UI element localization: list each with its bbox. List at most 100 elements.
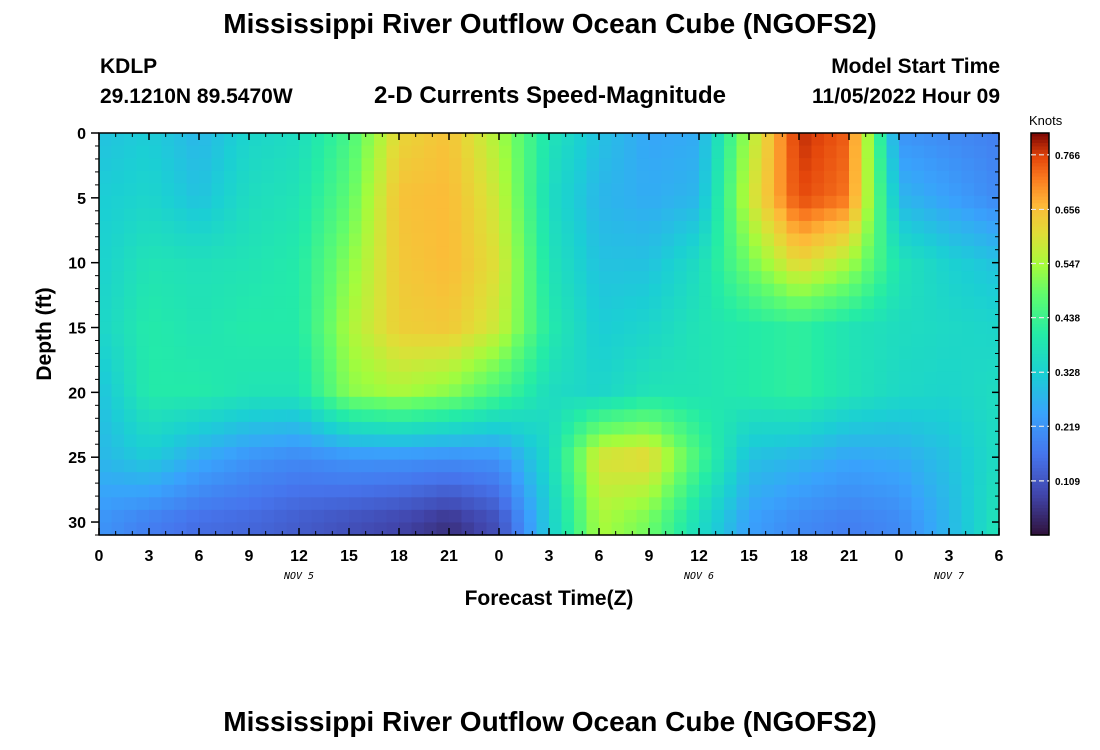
- heatmap-cell: [336, 133, 350, 147]
- heatmap-cell: [249, 271, 263, 285]
- heatmap-cell: [361, 459, 375, 473]
- heatmap-cell: [649, 308, 663, 323]
- heatmap-cell: [986, 208, 1000, 222]
- heatmap-cell: [436, 421, 450, 436]
- heatmap-cell: [624, 472, 638, 486]
- heatmap-cell: [874, 170, 888, 184]
- heatmap-cell: [799, 133, 813, 147]
- heatmap-cell: [511, 484, 525, 498]
- heatmap-cell: [399, 246, 413, 260]
- heatmap-cell: [374, 170, 388, 184]
- heatmap-cell: [874, 321, 888, 335]
- heatmap-cell: [486, 220, 500, 235]
- heatmap-cell: [236, 208, 250, 222]
- heatmap-cell: [236, 484, 250, 498]
- heatmap-cell: [599, 396, 613, 410]
- heatmap-cell: [549, 447, 563, 461]
- heatmap-cell: [124, 308, 138, 323]
- heatmap-cell: [786, 158, 800, 172]
- heatmap-cell: [474, 346, 488, 360]
- colorbar-segment: [1031, 454, 1049, 459]
- chart-subtitle: 2-D Currents Speed-Magnitude: [373, 82, 727, 109]
- heatmap-cell: [436, 384, 450, 398]
- heatmap-cell: [236, 497, 250, 511]
- heatmap-cell: [574, 359, 588, 373]
- heatmap-cell: [349, 472, 363, 486]
- heatmap-cell: [236, 359, 250, 373]
- heatmap-cell: [649, 346, 663, 360]
- heatmap-cell: [211, 459, 225, 473]
- heatmap-cell: [849, 371, 863, 385]
- heatmap-cell: [974, 296, 988, 310]
- heatmap-cell: [411, 421, 425, 436]
- heatmap-cell: [636, 271, 650, 285]
- heatmap-cell: [186, 195, 200, 209]
- colorbar-segment: [1031, 404, 1049, 409]
- heatmap-cell: [186, 321, 200, 335]
- heatmap-cell: [261, 233, 275, 247]
- colorbar-segment: [1031, 169, 1049, 174]
- heatmap-cell: [961, 133, 975, 147]
- colorbar-segment: [1031, 230, 1049, 235]
- heatmap-cell: [211, 409, 225, 423]
- heatmap-cell: [724, 296, 738, 310]
- heatmap-cell: [499, 346, 513, 360]
- heatmap-cell: [136, 359, 150, 373]
- heatmap-cell: [561, 296, 575, 310]
- heatmap-cell: [636, 334, 650, 348]
- heatmap-cell: [349, 133, 363, 147]
- heatmap-cell: [561, 509, 575, 524]
- heatmap-cell: [461, 409, 475, 423]
- heatmap-cell: [811, 359, 825, 373]
- heatmap-cell: [811, 447, 825, 461]
- colorbar-segment: [1031, 380, 1049, 385]
- heatmap-cell: [824, 195, 838, 209]
- heatmap-cell: [299, 421, 313, 436]
- heatmap-cell: [411, 359, 425, 373]
- heatmap-cell: [149, 321, 163, 335]
- heatmap-cell: [286, 246, 300, 260]
- heatmap-cell: [361, 158, 375, 172]
- heatmap-cell: [474, 158, 488, 172]
- heatmap-cell: [824, 447, 838, 461]
- x-axis-label: Forecast Time(Z): [465, 587, 634, 610]
- heatmap-cell: [674, 246, 688, 260]
- colorbar-segment: [1031, 136, 1049, 141]
- heatmap-cell: [249, 447, 263, 461]
- heatmap-cell: [274, 258, 288, 272]
- heatmap-cell: [311, 195, 325, 209]
- heatmap-cell: [874, 409, 888, 423]
- heatmap-cell: [799, 359, 813, 373]
- heatmap-cell: [111, 296, 125, 310]
- heatmap-cell: [686, 296, 700, 310]
- heatmap-cell: [211, 220, 225, 235]
- heatmap-cell: [861, 321, 875, 335]
- heatmap-cell: [236, 308, 250, 323]
- heatmap-cell: [186, 158, 200, 172]
- heatmap-cell: [499, 233, 513, 247]
- heatmap-cell: [686, 158, 700, 172]
- heatmap-cell: [711, 183, 725, 197]
- heatmap-cell: [424, 220, 438, 235]
- heatmap-cell: [199, 133, 213, 147]
- heatmap-cell: [449, 170, 463, 184]
- heatmap-cell: [111, 208, 125, 222]
- heatmap-cell: [961, 421, 975, 436]
- heatmap-cell: [924, 334, 938, 348]
- heatmap-cell: [111, 459, 125, 473]
- heatmap-cell: [636, 484, 650, 498]
- heatmap-cell: [636, 208, 650, 222]
- heatmap-cell: [524, 170, 538, 184]
- heatmap-cell: [911, 208, 925, 222]
- heatmap-cell: [336, 434, 350, 448]
- heatmap-cell: [974, 434, 988, 448]
- heatmap-cell: [874, 384, 888, 398]
- heatmap-cell: [649, 447, 663, 461]
- heatmap-cell: [261, 220, 275, 235]
- heatmap-cell: [224, 509, 238, 524]
- heatmap-cell: [699, 283, 713, 297]
- heatmap-cell: [761, 220, 775, 235]
- heatmap-cell: [286, 371, 300, 385]
- heatmap-cell: [349, 258, 363, 272]
- heatmap-cell: [236, 220, 250, 235]
